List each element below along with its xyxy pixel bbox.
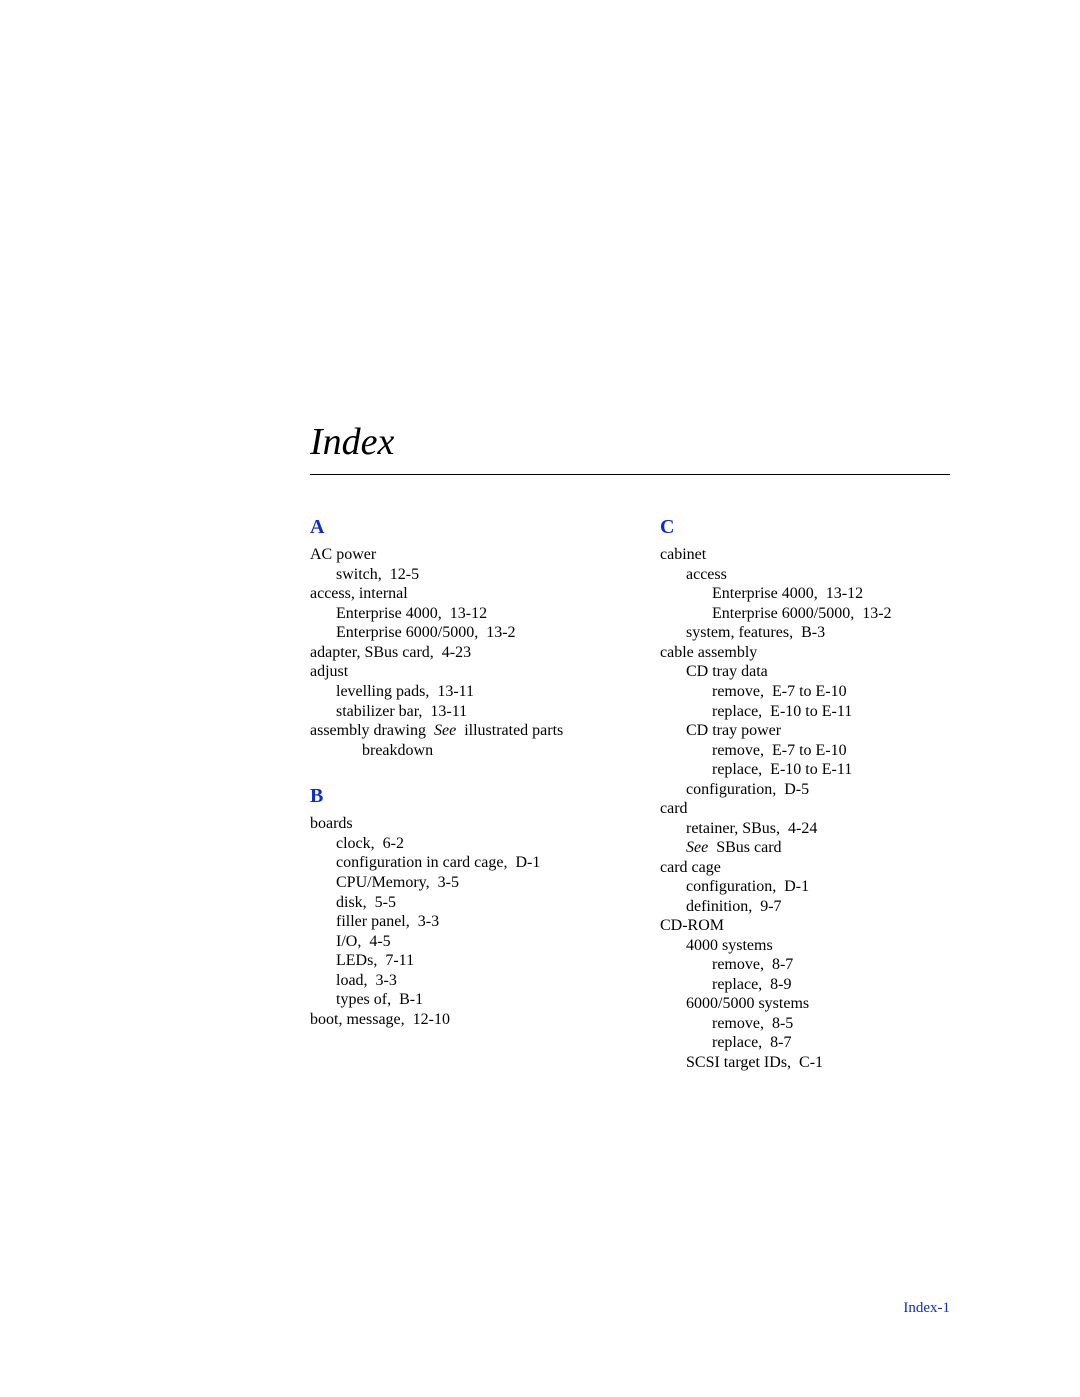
page-title: Index — [310, 420, 950, 464]
entry: retainer, SBus, 4-24 — [660, 819, 950, 839]
entry: adapter, SBus card, 4-23 — [310, 643, 600, 663]
entry: See SBus card — [660, 838, 950, 858]
entry: configuration in card cage, D-1 — [310, 853, 600, 873]
entry: clock, 6-2 — [310, 834, 600, 854]
entry: load, 3-3 — [310, 971, 600, 991]
entry: replace, 8-9 — [660, 975, 950, 995]
entry: system, features, B-3 — [660, 623, 950, 643]
entry: boot, message, 12-10 — [310, 1010, 600, 1030]
entry: disk, 5-5 — [310, 893, 600, 913]
entry: adjust — [310, 662, 600, 682]
page-number: Index-1 — [903, 1300, 950, 1317]
entry: 4000 systems — [660, 936, 950, 956]
entry: replace, E-10 to E-11 — [660, 760, 950, 780]
index-page: Index A AC power switch, 12-5 access, in… — [0, 0, 1080, 1397]
entry: definition, 9-7 — [660, 897, 950, 917]
entry: cabinet — [660, 545, 950, 565]
section-letter-A: A — [310, 515, 600, 539]
entry-text: illustrated parts — [456, 722, 563, 739]
entry: remove, E-7 to E-10 — [660, 682, 950, 702]
entry: remove, E-7 to E-10 — [660, 741, 950, 761]
entry: breakdown — [310, 741, 600, 761]
entry: Enterprise 6000/5000, 13-2 — [660, 604, 950, 624]
section-C: C cabinet access Enterprise 4000, 13-12 … — [660, 515, 950, 1072]
entry: access — [660, 565, 950, 585]
entry: remove, 8-7 — [660, 955, 950, 975]
entry-text: SBus card — [708, 839, 781, 856]
entry: LEDs, 7-11 — [310, 951, 600, 971]
entry: CD-ROM — [660, 916, 950, 936]
section-A: A AC power switch, 12-5 access, internal… — [310, 515, 600, 760]
entry: Enterprise 4000, 13-12 — [660, 584, 950, 604]
entry: types of, B-1 — [310, 990, 600, 1010]
entry: filler panel, 3-3 — [310, 912, 600, 932]
entry: configuration, D-5 — [660, 780, 950, 800]
entry: SCSI target IDs, C-1 — [660, 1053, 950, 1073]
entry: replace, E-10 to E-11 — [660, 702, 950, 722]
entry: switch, 12-5 — [310, 565, 600, 585]
entry: CPU/Memory, 3-5 — [310, 873, 600, 893]
entry: AC power — [310, 545, 600, 565]
entry: replace, 8-7 — [660, 1033, 950, 1053]
entry: levelling pads, 13-11 — [310, 682, 600, 702]
see-reference: See — [686, 839, 708, 856]
entry: stabilizer bar, 13-11 — [310, 702, 600, 722]
section-letter-B: B — [310, 784, 600, 808]
entry: 6000/5000 systems — [660, 994, 950, 1014]
title-rule — [310, 474, 950, 475]
entry: access, internal — [310, 584, 600, 604]
column-left: A AC power switch, 12-5 access, internal… — [310, 515, 600, 1072]
section-letter-C: C — [660, 515, 950, 539]
entry: remove, 8-5 — [660, 1014, 950, 1034]
entry: card cage — [660, 858, 950, 878]
entry: Enterprise 6000/5000, 13-2 — [310, 623, 600, 643]
entry: boards — [310, 814, 600, 834]
entry: assembly drawing See illustrated parts — [310, 721, 600, 741]
entry: cable assembly — [660, 643, 950, 663]
section-B: B boards clock, 6-2 configuration in car… — [310, 784, 600, 1029]
entry-text: assembly drawing — [310, 722, 434, 739]
entry: configuration, D-1 — [660, 877, 950, 897]
entry: CD tray data — [660, 662, 950, 682]
entry: CD tray power — [660, 721, 950, 741]
entry: I/O, 4-5 — [310, 932, 600, 952]
entry: card — [660, 799, 950, 819]
index-columns: A AC power switch, 12-5 access, internal… — [310, 515, 950, 1072]
column-right: C cabinet access Enterprise 4000, 13-12 … — [660, 515, 950, 1072]
entry: Enterprise 4000, 13-12 — [310, 604, 600, 624]
see-reference: See — [434, 722, 456, 739]
